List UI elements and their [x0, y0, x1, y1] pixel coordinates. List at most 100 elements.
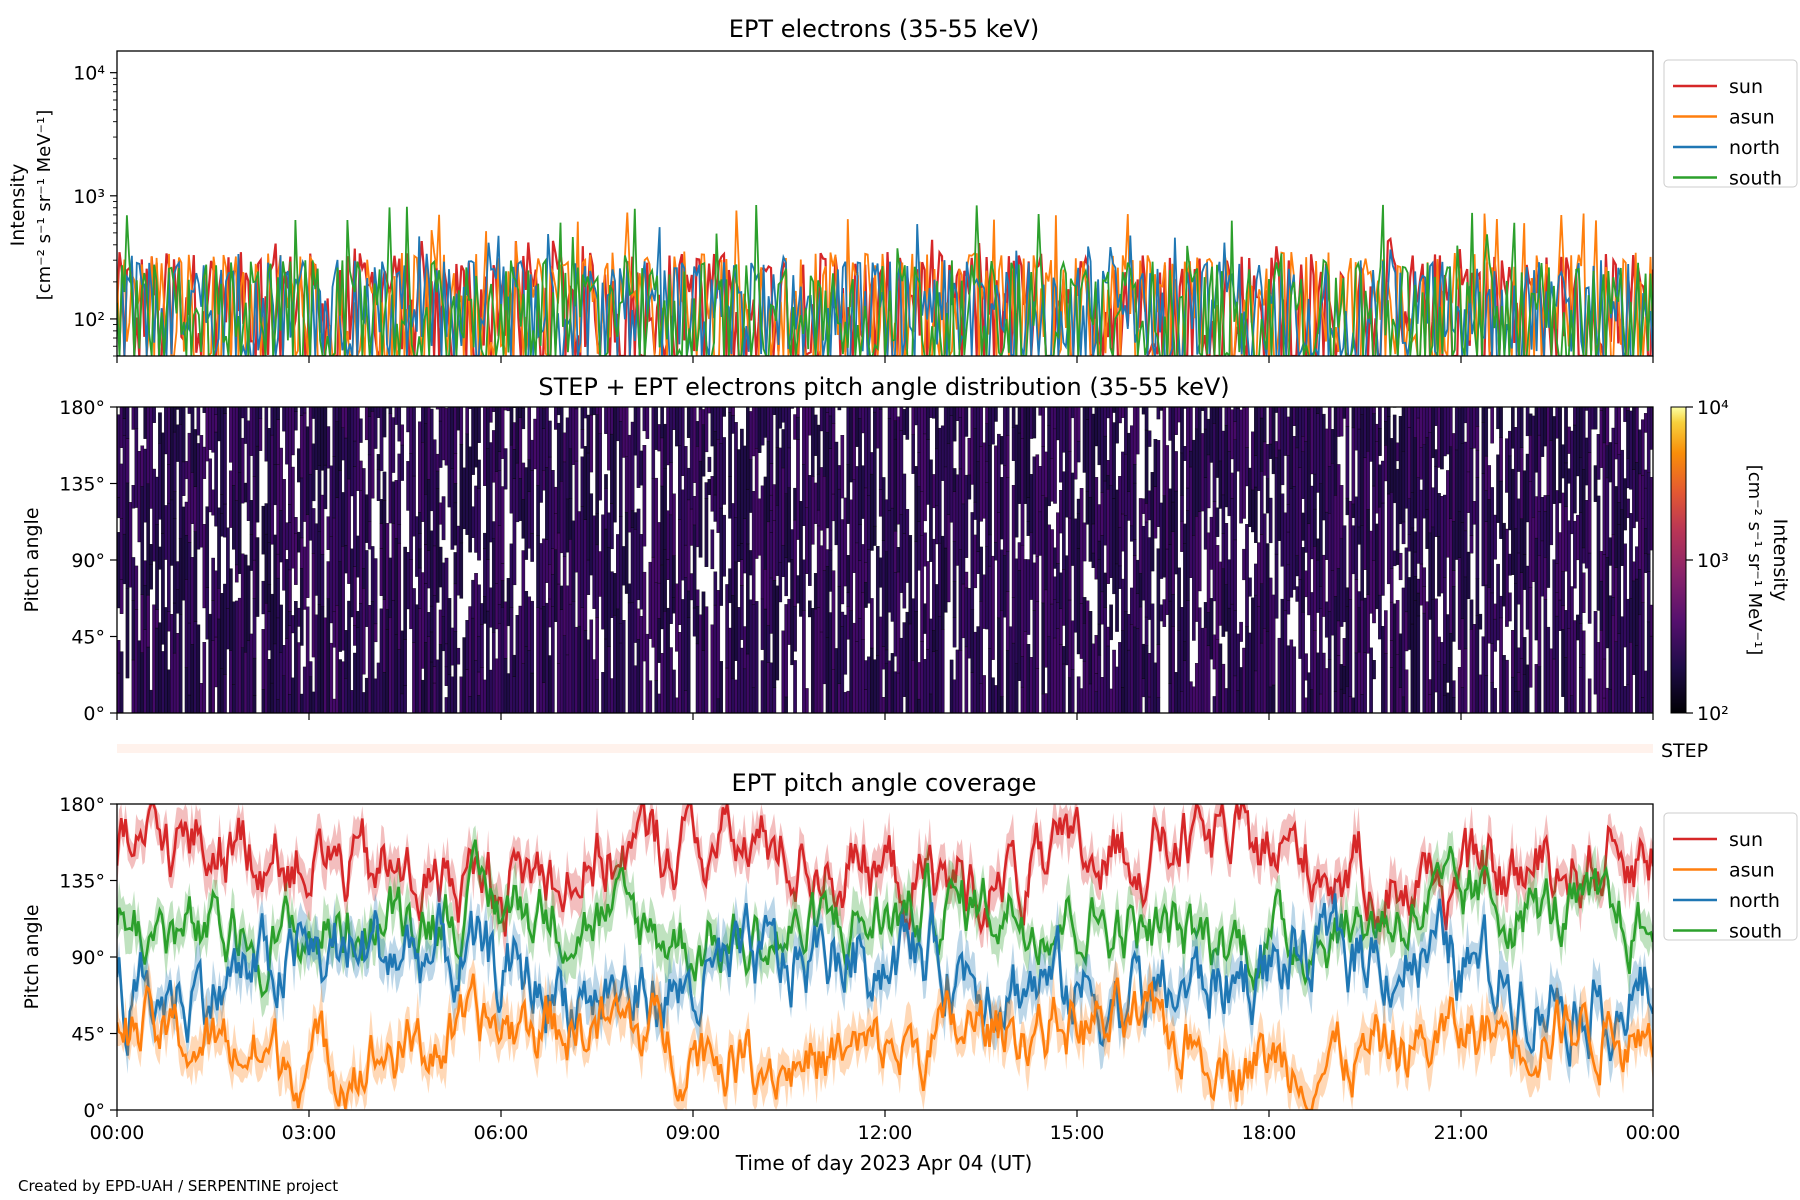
- pad-cell: [1348, 599, 1353, 697]
- pad-cell: [512, 676, 517, 713]
- pad-cell: [438, 609, 443, 645]
- pad-cell: [887, 510, 892, 613]
- pad-cell: [1209, 516, 1214, 570]
- pad-cell: [1395, 654, 1400, 713]
- pad-cell: [373, 407, 378, 449]
- pad-cell: [1463, 441, 1468, 531]
- pad-cell: [1570, 695, 1574, 713]
- pad-cell: [317, 531, 322, 605]
- pad-cell: [660, 564, 664, 630]
- pad-cell: [140, 445, 145, 487]
- pad-cell: [205, 587, 210, 640]
- pad-cell: [1245, 626, 1249, 713]
- pad-cell: [524, 591, 529, 647]
- pad-cell: [1384, 421, 1388, 446]
- pad-cell: [376, 407, 381, 418]
- pad-cell: [958, 407, 963, 418]
- pad-cell: [178, 614, 183, 713]
- pad-cell: [117, 414, 121, 498]
- pad-cell: [592, 515, 596, 609]
- pad-cell: [556, 583, 561, 664]
- pad-cell: [713, 604, 718, 713]
- pad-cell: [946, 407, 951, 444]
- pad-cell: [979, 546, 983, 602]
- pad-cell: [1268, 577, 1273, 688]
- pad-cell: [775, 585, 780, 681]
- pad-cell: [341, 661, 345, 713]
- pad-cell: [223, 503, 227, 538]
- pad-cell: [1508, 455, 1512, 531]
- pad-cell: [787, 598, 791, 645]
- pad-cell: [932, 538, 936, 631]
- pad-cell: [1324, 668, 1329, 713]
- pad-cell: [429, 408, 434, 512]
- pad-cell: [527, 407, 532, 460]
- pad-cell: [1428, 679, 1432, 695]
- pad-cell: [926, 407, 930, 440]
- pad-cell: [701, 424, 706, 477]
- pad-cell: [1177, 407, 1181, 423]
- pad-cell: [217, 588, 221, 620]
- pad-cell: [669, 647, 673, 713]
- pad-cell: [1646, 621, 1651, 713]
- pad-cell: [1440, 496, 1444, 594]
- pad-cell: [299, 477, 304, 539]
- pad-cell: [146, 646, 150, 713]
- pad-cell: [713, 431, 718, 496]
- pad-cell: [778, 447, 783, 563]
- intensity-plot-area: [117, 204, 1653, 356]
- pad-cell: [1581, 654, 1586, 713]
- pad-cell: [1029, 657, 1034, 713]
- pad-cell: [214, 636, 218, 688]
- pad-cell: [858, 418, 862, 525]
- pad-cell: [1614, 407, 1619, 444]
- pad-cell: [1129, 587, 1134, 625]
- pad-cell: [435, 659, 440, 713]
- pad-cell: [816, 424, 821, 475]
- pad-cell: [1224, 584, 1229, 632]
- pad-cell: [1457, 511, 1462, 558]
- pad-cell: [568, 603, 573, 713]
- pad-cell: [961, 583, 966, 639]
- pad-cell: [1085, 490, 1090, 525]
- pad-cell: [388, 557, 393, 618]
- pad-cell: [453, 583, 458, 632]
- pad-cell: [1194, 428, 1199, 517]
- pad-cell: [1129, 525, 1134, 542]
- pad-cell: [698, 407, 703, 410]
- pad-cell: [1121, 578, 1125, 631]
- pad-cell: [1351, 407, 1356, 429]
- pad-cell: [1189, 407, 1193, 452]
- pad-cell: [1363, 597, 1367, 653]
- pad-cell: [1378, 464, 1382, 508]
- pad-cell: [1053, 547, 1057, 569]
- pad-cell: [1032, 407, 1037, 439]
- pad-cell: [748, 550, 753, 576]
- pad-cell: [1351, 525, 1356, 575]
- pad-cell: [382, 672, 387, 713]
- pad-cell: [542, 470, 546, 491]
- pad-cell: [1047, 524, 1051, 637]
- pad-cell: [252, 559, 257, 599]
- pad-cell: [551, 573, 555, 607]
- pad-cell: [1174, 451, 1178, 492]
- pad-cell: [728, 407, 732, 413]
- pad-cell: [1643, 469, 1648, 489]
- pad-cell: [1422, 407, 1427, 445]
- pad-cell: [483, 679, 487, 713]
- pad-cell: [1295, 555, 1300, 577]
- pad-cell: [551, 470, 555, 549]
- pad-cell: [184, 579, 189, 668]
- pad-cell: [1197, 407, 1202, 512]
- pad-cell: [1617, 633, 1621, 713]
- coverage-x-ticks: 00:00 03:00 06:00 09:00 12:00 15:00 18:00 21:00…: [90, 1110, 1680, 1144]
- pad-cell: [190, 644, 195, 713]
- pad-cell: [790, 407, 794, 409]
- pad-cell: [678, 407, 682, 446]
- pad-cell: [1271, 594, 1276, 686]
- pad-cell: [663, 611, 667, 713]
- pad-cell: [435, 470, 440, 489]
- pad-cell: [562, 461, 567, 557]
- pad-cell: [633, 665, 638, 713]
